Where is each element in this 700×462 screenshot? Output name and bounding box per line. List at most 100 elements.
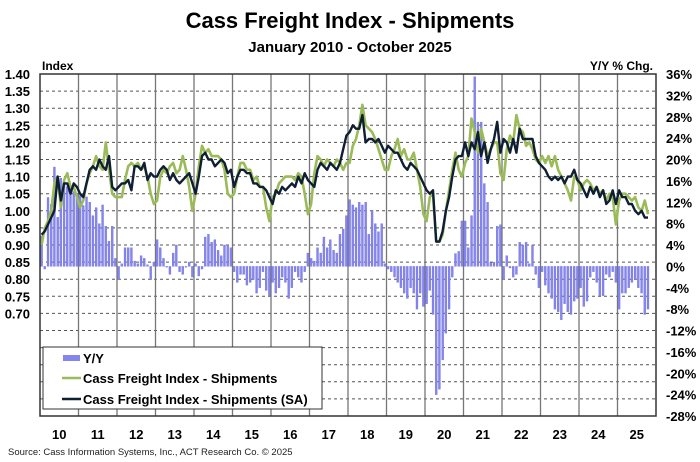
yy-bar <box>617 266 621 310</box>
yy-bar <box>69 187 72 267</box>
yy-bar <box>473 76 476 267</box>
yy-bar <box>415 266 419 310</box>
yy-bar <box>309 258 313 267</box>
yy-bar <box>441 266 444 361</box>
yy-bar <box>492 261 496 267</box>
legend: Y/Y Cass Freight Index - Shipments Cass … <box>42 346 323 410</box>
yy-bar <box>402 266 406 294</box>
yy-bar <box>460 220 464 267</box>
yy-bar <box>547 266 550 294</box>
x-tick-label: 13 <box>168 427 182 442</box>
yy-bar <box>534 266 537 275</box>
yy-bar <box>271 266 274 283</box>
right-tick-label: 28% <box>666 110 692 125</box>
yy-bar <box>287 266 290 299</box>
yy-bar <box>364 202 367 267</box>
yy-bar <box>133 260 136 267</box>
yy-bar <box>325 247 329 267</box>
yy-bar <box>56 217 59 267</box>
x-tick-label: 24 <box>591 427 606 442</box>
right-tick-label: 20% <box>666 153 692 168</box>
yy-bar <box>553 266 557 310</box>
yy-bar <box>220 255 223 267</box>
yy-bar <box>390 266 393 272</box>
yy-bar <box>544 266 547 286</box>
yy-bar <box>46 197 50 267</box>
yy-bar <box>454 253 457 267</box>
yy-bar <box>479 121 483 267</box>
yy-bar <box>226 244 229 267</box>
right-tick-label: -4% <box>666 281 690 296</box>
yy-bar <box>556 266 560 312</box>
yy-bar <box>444 266 448 334</box>
right-tick-label: 4% <box>666 238 685 253</box>
right-tick-label: -28% <box>666 409 697 424</box>
yy-bar <box>107 241 111 267</box>
yy-bar <box>59 178 63 267</box>
yy-bar <box>370 210 374 267</box>
yy-bar <box>601 266 605 296</box>
yy-bar <box>75 194 79 267</box>
yy-bar <box>303 266 306 272</box>
yy-bar <box>505 255 508 267</box>
yy-bar <box>361 204 364 267</box>
yy-bar <box>53 166 56 267</box>
yy-bar <box>94 207 98 267</box>
yy-bar <box>223 244 226 267</box>
yy-bar <box>322 236 326 267</box>
right-tick-label: 32% <box>666 88 692 103</box>
yy-bar <box>207 234 210 267</box>
yy-bar <box>566 266 569 312</box>
yy-bar <box>188 261 191 267</box>
right-tick-label: 16% <box>666 174 692 189</box>
yy-bar <box>143 258 146 267</box>
yy-bar <box>181 266 184 275</box>
yy-bar <box>111 226 114 267</box>
yy-bars <box>40 76 650 395</box>
yy-bar <box>210 242 213 267</box>
yy-bar <box>300 266 303 283</box>
yy-bar <box>277 266 281 288</box>
right-tick-label: 0% <box>666 259 685 274</box>
yy-bar <box>171 252 175 267</box>
yy-bar <box>313 260 316 267</box>
left-tick-label: 1.25 <box>5 118 30 133</box>
yy-bar <box>136 263 140 267</box>
yy-bar <box>428 266 431 291</box>
yy-bar <box>216 250 220 267</box>
right-axis-label: Y/Y % Chg. <box>590 59 653 73</box>
yy-bar <box>88 202 91 267</box>
left-tick-label: 0.90 <box>5 238 30 253</box>
yy-bar <box>149 266 152 280</box>
yy-bar <box>155 239 159 267</box>
yy-bar <box>66 186 69 267</box>
yy-bar <box>197 266 200 277</box>
yy-bar <box>72 191 75 267</box>
yy-bar <box>627 266 630 288</box>
yy-bar <box>496 226 499 267</box>
x-tick-label: 21 <box>476 427 490 442</box>
yy-bar <box>637 266 640 288</box>
x-tick-label: 22 <box>514 427 528 442</box>
yy-bar <box>268 266 271 296</box>
legend-box <box>42 346 323 410</box>
yy-bar <box>184 266 188 268</box>
x-tick-label: 19 <box>399 427 413 442</box>
left-tick-label: 0.85 <box>5 255 30 270</box>
yy-bar <box>290 266 294 288</box>
yy-bar <box>367 234 371 267</box>
left-tick-label: 1.35 <box>5 84 30 99</box>
x-tick-label: 12 <box>129 427 143 442</box>
yy-bar <box>486 202 489 267</box>
shipments-sa-line <box>40 113 648 243</box>
yy-bar <box>175 244 178 267</box>
yy-bar <box>245 266 249 286</box>
yy-bar <box>354 207 358 267</box>
yy-bar <box>579 266 582 288</box>
yy-bar <box>284 266 287 283</box>
right-tick-label: -8% <box>666 302 690 317</box>
legend-label-shipments: Cass Freight Index - Shipments <box>83 371 277 386</box>
yy-bar <box>643 266 646 315</box>
yy-bar <box>345 215 348 267</box>
